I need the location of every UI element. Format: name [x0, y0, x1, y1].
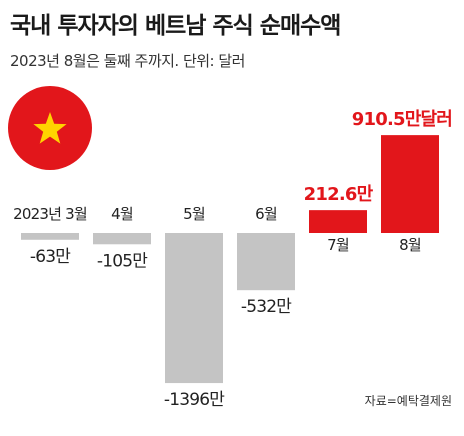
- category-label: 4월: [111, 205, 133, 223]
- bar-4: [237, 233, 295, 291]
- chart-title: 국내 투자자의 베트남 주식 순매수액: [10, 13, 341, 39]
- value-label: 910.5만달러: [352, 109, 452, 130]
- category-label: 6월: [255, 205, 277, 223]
- category-label: 8월: [399, 236, 421, 254]
- value-label: -63만: [30, 247, 71, 267]
- bar-3: [165, 233, 223, 384]
- value-label: -105만: [97, 251, 148, 271]
- bar-1: [21, 233, 79, 240]
- category-label: 2023년 3월: [13, 205, 87, 223]
- bar-2: [93, 233, 151, 245]
- chart-subtitle: 2023년 8월은 둘째 주까지. 단위: 달러: [10, 52, 245, 70]
- value-label: -1396만: [164, 390, 225, 410]
- category-label: 5월: [183, 205, 205, 223]
- vietnam-flag-icon: [8, 86, 92, 170]
- category-label: 7월: [327, 236, 349, 254]
- value-label: -532만: [241, 297, 292, 317]
- value-label: 212.6만: [304, 184, 374, 205]
- source-note: 자료=예탁결제원: [364, 394, 452, 408]
- bar-6: [381, 135, 439, 233]
- bar-5: [309, 210, 367, 233]
